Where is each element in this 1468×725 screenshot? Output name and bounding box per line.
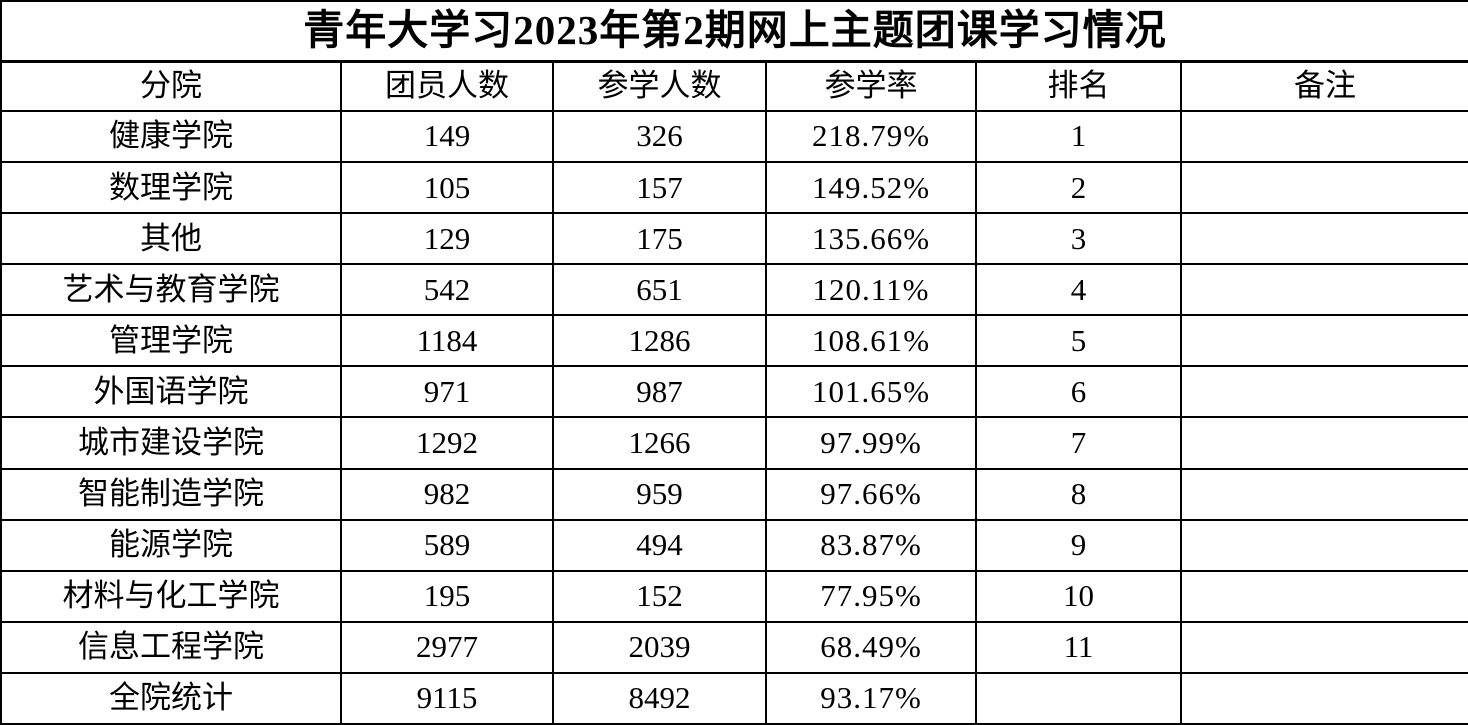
college-name-cell: 艺术与教育学院 (0, 263, 342, 317)
column-header-college: 分院 (0, 60, 342, 112)
member-count-cell: 9115 (340, 671, 554, 725)
remarks-cell (1180, 161, 1468, 215)
remarks-cell (1180, 212, 1468, 266)
rank-cell: 9 (975, 518, 1182, 572)
college-name-cell: 健康学院 (0, 109, 342, 164)
title-row: 青年大学习2023年第2期网上主题团课学习情况 (0, 0, 1468, 63)
rate-cell: 97.99% (765, 416, 977, 470)
table-row: 信息工程学院 2977 2039 68.49% 11 (0, 620, 1468, 674)
participant-count-cell: 1266 (552, 416, 767, 470)
college-name-cell: 能源学院 (0, 518, 342, 572)
table-row: 艺术与教育学院 542 651 120.11% 4 (0, 263, 1468, 317)
table-row: 全院统计 9115 8492 93.17% (0, 671, 1468, 725)
college-name-cell: 数理学院 (0, 161, 342, 215)
member-count-cell: 542 (340, 263, 554, 317)
remarks-cell (1180, 569, 1468, 623)
member-count-cell: 2977 (340, 620, 554, 674)
rate-cell: 120.11% (765, 263, 977, 317)
college-name-cell: 全院统计 (0, 671, 342, 725)
remarks-cell (1180, 109, 1468, 164)
remarks-cell (1180, 467, 1468, 521)
remarks-cell (1180, 263, 1468, 317)
member-count-cell: 105 (340, 161, 554, 215)
remarks-cell (1180, 365, 1468, 419)
college-name-cell: 信息工程学院 (0, 620, 342, 674)
rank-cell: 4 (975, 263, 1182, 317)
table-row: 数理学院 105 157 149.52% 2 (0, 161, 1468, 215)
rank-cell (975, 671, 1182, 725)
column-header-remarks: 备注 (1180, 60, 1468, 112)
participant-count-cell: 175 (552, 212, 767, 266)
remarks-cell (1180, 671, 1468, 725)
column-header-rate: 参学率 (765, 60, 977, 112)
table-row: 其他 129 175 135.66% 3 (0, 212, 1468, 266)
participant-count-cell: 959 (552, 467, 767, 521)
remarks-cell (1180, 620, 1468, 674)
table-body: 健康学院 149 326 218.79% 1 数理学院 105 157 149.52% 2 其他 12… (0, 109, 1468, 725)
rank-cell: 10 (975, 569, 1182, 623)
college-name-cell: 其他 (0, 212, 342, 266)
rate-cell: 101.65% (765, 365, 977, 419)
participant-count-cell: 2039 (552, 620, 767, 674)
page-title: 青年大学习2023年第2期网上主题团课学习情况 (0, 0, 1468, 63)
member-count-cell: 149 (340, 109, 554, 164)
remarks-cell (1180, 314, 1468, 368)
table-row: 城市建设学院 1292 1266 97.99% 7 (0, 416, 1468, 470)
rate-cell: 218.79% (765, 109, 977, 164)
member-count-cell: 589 (340, 518, 554, 572)
rank-cell: 11 (975, 620, 1182, 674)
college-name-cell: 管理学院 (0, 314, 342, 368)
table-row: 能源学院 589 494 83.87% 9 (0, 518, 1468, 572)
column-header-rank: 排名 (975, 60, 1182, 112)
college-name-cell: 材料与化工学院 (0, 569, 342, 623)
member-count-cell: 1184 (340, 314, 554, 368)
rate-cell: 135.66% (765, 212, 977, 266)
college-name-cell: 智能制造学院 (0, 467, 342, 521)
participant-count-cell: 494 (552, 518, 767, 572)
rate-cell: 149.52% (765, 161, 977, 215)
rank-cell: 1 (975, 109, 1182, 164)
participant-count-cell: 1286 (552, 314, 767, 368)
member-count-cell: 129 (340, 212, 554, 266)
college-name-cell: 外国语学院 (0, 365, 342, 419)
participant-count-cell: 157 (552, 161, 767, 215)
table-row: 材料与化工学院 195 152 77.95% 10 (0, 569, 1468, 623)
member-count-cell: 195 (340, 569, 554, 623)
column-header-participants: 参学人数 (552, 60, 767, 112)
column-header-members: 团员人数 (340, 60, 554, 112)
table-row: 智能制造学院 982 959 97.66% 8 (0, 467, 1468, 521)
member-count-cell: 1292 (340, 416, 554, 470)
college-name-cell: 城市建设学院 (0, 416, 342, 470)
rate-cell: 68.49% (765, 620, 977, 674)
participant-count-cell: 8492 (552, 671, 767, 725)
rate-cell: 93.17% (765, 671, 977, 725)
rank-cell: 8 (975, 467, 1182, 521)
table-row: 管理学院 1184 1286 108.61% 5 (0, 314, 1468, 368)
member-count-cell: 982 (340, 467, 554, 521)
rank-cell: 6 (975, 365, 1182, 419)
participant-count-cell: 987 (552, 365, 767, 419)
participant-count-cell: 326 (552, 109, 767, 164)
participant-count-cell: 152 (552, 569, 767, 623)
rate-cell: 108.61% (765, 314, 977, 368)
member-count-cell: 971 (340, 365, 554, 419)
table-row: 健康学院 149 326 218.79% 1 (0, 109, 1468, 164)
participant-count-cell: 651 (552, 263, 767, 317)
rank-cell: 2 (975, 161, 1182, 215)
rate-cell: 77.95% (765, 569, 977, 623)
rate-cell: 83.87% (765, 518, 977, 572)
rank-cell: 7 (975, 416, 1182, 470)
rank-cell: 5 (975, 314, 1182, 368)
remarks-cell (1180, 416, 1468, 470)
remarks-cell (1180, 518, 1468, 572)
table-row: 外国语学院 971 987 101.65% 6 (0, 365, 1468, 419)
rate-cell: 97.66% (765, 467, 977, 521)
header-row: 分院 团员人数 参学人数 参学率 排名 备注 (0, 60, 1468, 112)
rank-cell: 3 (975, 212, 1182, 266)
